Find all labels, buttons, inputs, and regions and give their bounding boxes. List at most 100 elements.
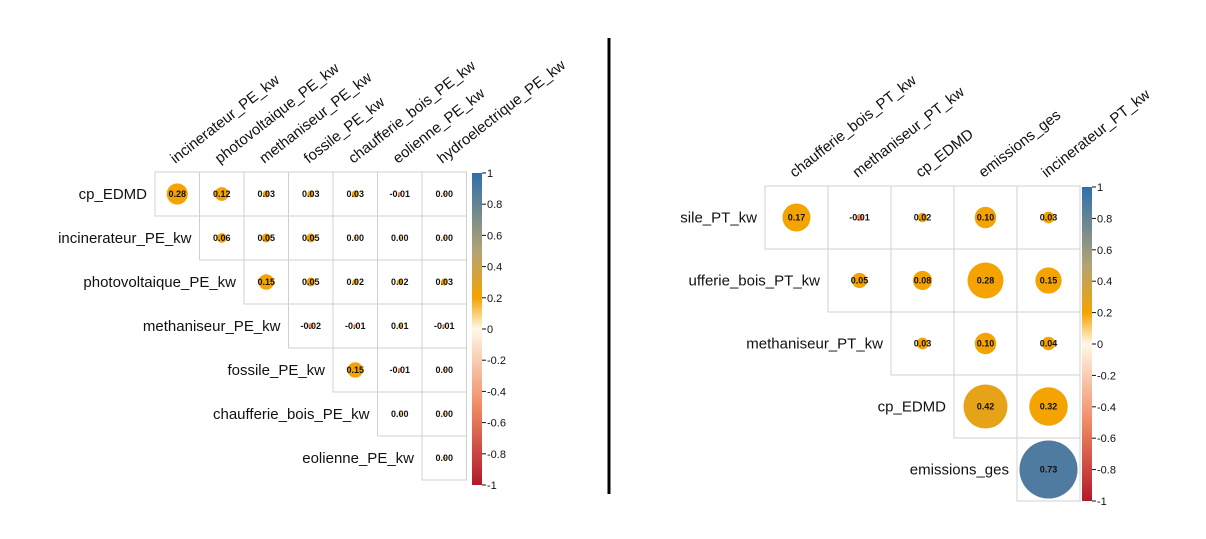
corr-value-label: 0.02 [391,277,409,287]
corr-circle [351,190,359,198]
corr-value-label: 0.02 [914,213,932,223]
corr-circle [442,368,446,372]
colorbar-tick-label: 0 [1097,339,1103,351]
corr-circle [262,190,270,198]
corr-circle [397,324,402,328]
corr-circle [258,274,274,290]
corr-circle [352,279,359,285]
corr-value-label: 0.03 [257,189,275,199]
corr-circle [398,236,402,240]
corr-value-label: 0.06 [213,233,231,243]
corr-circle [440,278,448,286]
colorbar-tick-label: 0.6 [1097,245,1112,257]
row-label: cp_EDMD [878,399,947,416]
corr-circle [307,190,315,198]
row-label: fossile_PE_kw [227,362,325,379]
colorbar-tick-label: -0.6 [487,418,506,430]
column-label: cp_EDMD [912,126,976,182]
row-label: methaniseur_PT_kw [746,336,883,353]
colorbar [1082,187,1092,501]
row-label: methaniseur_PE_kw [143,318,281,335]
corr-circle [397,192,402,196]
corr-value-label: 0.00 [435,365,453,375]
colorbar-tick-label: -0.8 [487,449,506,461]
corr-value-label: 0.15 [1040,276,1058,286]
corr-value-label: 0.05 [851,276,869,286]
corr-circle [396,279,403,285]
corr-value-label: 0.05 [302,277,320,287]
corr-value-label: 0.05 [302,233,320,243]
corr-value-label: 0.28 [168,189,186,199]
corr-value-label: 0.03 [346,189,364,199]
corr-circle [974,332,997,355]
corr-value-label: -0.01 [434,321,455,331]
cell-bg [243,259,289,305]
corr-circle [307,323,314,329]
corr-circle [851,272,868,289]
corr-value-label: 0.03 [302,189,320,199]
colorbar-tick-label: 1 [487,168,493,180]
corr-circle [353,324,358,328]
colorbar-tick-label: -0.4 [1097,402,1116,414]
corr-circle [398,412,402,416]
row-label: eolienne_PE_kw [302,450,414,467]
corr-circle [1042,211,1055,224]
corr-value-label: 0.73 [1040,465,1058,475]
corr-value-label: -0.02 [300,321,321,331]
corr-value-label: 0.28 [977,276,995,286]
corr-circle [166,183,188,205]
corr-value-label: 0.02 [346,277,364,287]
colorbar-tick-label: 0.8 [1097,213,1112,225]
corr-value-label: 0.15 [346,365,364,375]
corr-value-label: 0.00 [391,409,409,419]
colorbar-tick-label: 0.4 [487,262,502,274]
corr-circle [306,277,316,287]
column-label: incinerateur_PT_kw [1038,86,1153,181]
colorbar-tick-label: -0.2 [487,355,506,367]
corr-circle [974,206,997,229]
corr-circle [967,262,1004,299]
row-label: sile_PT_kw [680,210,757,227]
corr-value-label: 0.00 [435,409,453,419]
corr-value-label: 0.15 [257,277,275,287]
corr-circle [442,192,446,196]
colorbar-tick-label: 0.2 [487,293,502,305]
corr-value-label: 0.10 [977,213,995,223]
row-label: incinerateur_PE_kw [58,230,192,247]
corr-value-label: 0.00 [435,453,453,463]
corr-value-label: 0.04 [1040,339,1058,349]
corr-value-label: -0.01 [849,213,870,223]
colorbar-tick-label: -0.8 [1097,465,1116,477]
colorbar-tick-label: -0.6 [1097,433,1116,445]
corr-value-label: 0.08 [914,276,932,286]
corr-circle [963,384,1008,429]
corr-value-label: 0.00 [435,233,453,243]
corr-value-label: 0.00 [346,233,364,243]
corr-circle [442,236,446,240]
corr-circle [1035,267,1062,294]
corr-circle [1029,387,1068,426]
corr-value-label: 0.01 [391,321,409,331]
corr-circle [353,236,357,240]
row-label: ufferie_bois_PT_kw [689,273,821,290]
row-label: emissions_ges [910,462,1009,479]
corr-circle [916,337,929,350]
corr-circle [214,187,229,201]
corr-circle [261,233,271,243]
corr-value-label: 0.00 [391,233,409,243]
corr-circle [912,270,933,291]
colorbar-tick-label: 0 [487,324,493,336]
corr-circle [856,214,863,221]
corr-value-label: 0.03 [1040,213,1058,223]
colorbar-tick-label: 1 [1097,182,1103,194]
colorbar-tick-label: 0.8 [487,199,502,211]
corr-value-label: 0.00 [435,189,453,199]
corr-circle [347,362,363,378]
colorbar-tick-label: -1 [487,480,497,492]
corr-circle [442,324,447,328]
corr-circle [1019,440,1078,499]
colorbar-tick-label: 0.4 [1097,276,1112,288]
column-label: methaniseur_PT_kw [849,83,967,181]
corr-value-label: 0.17 [788,213,806,223]
